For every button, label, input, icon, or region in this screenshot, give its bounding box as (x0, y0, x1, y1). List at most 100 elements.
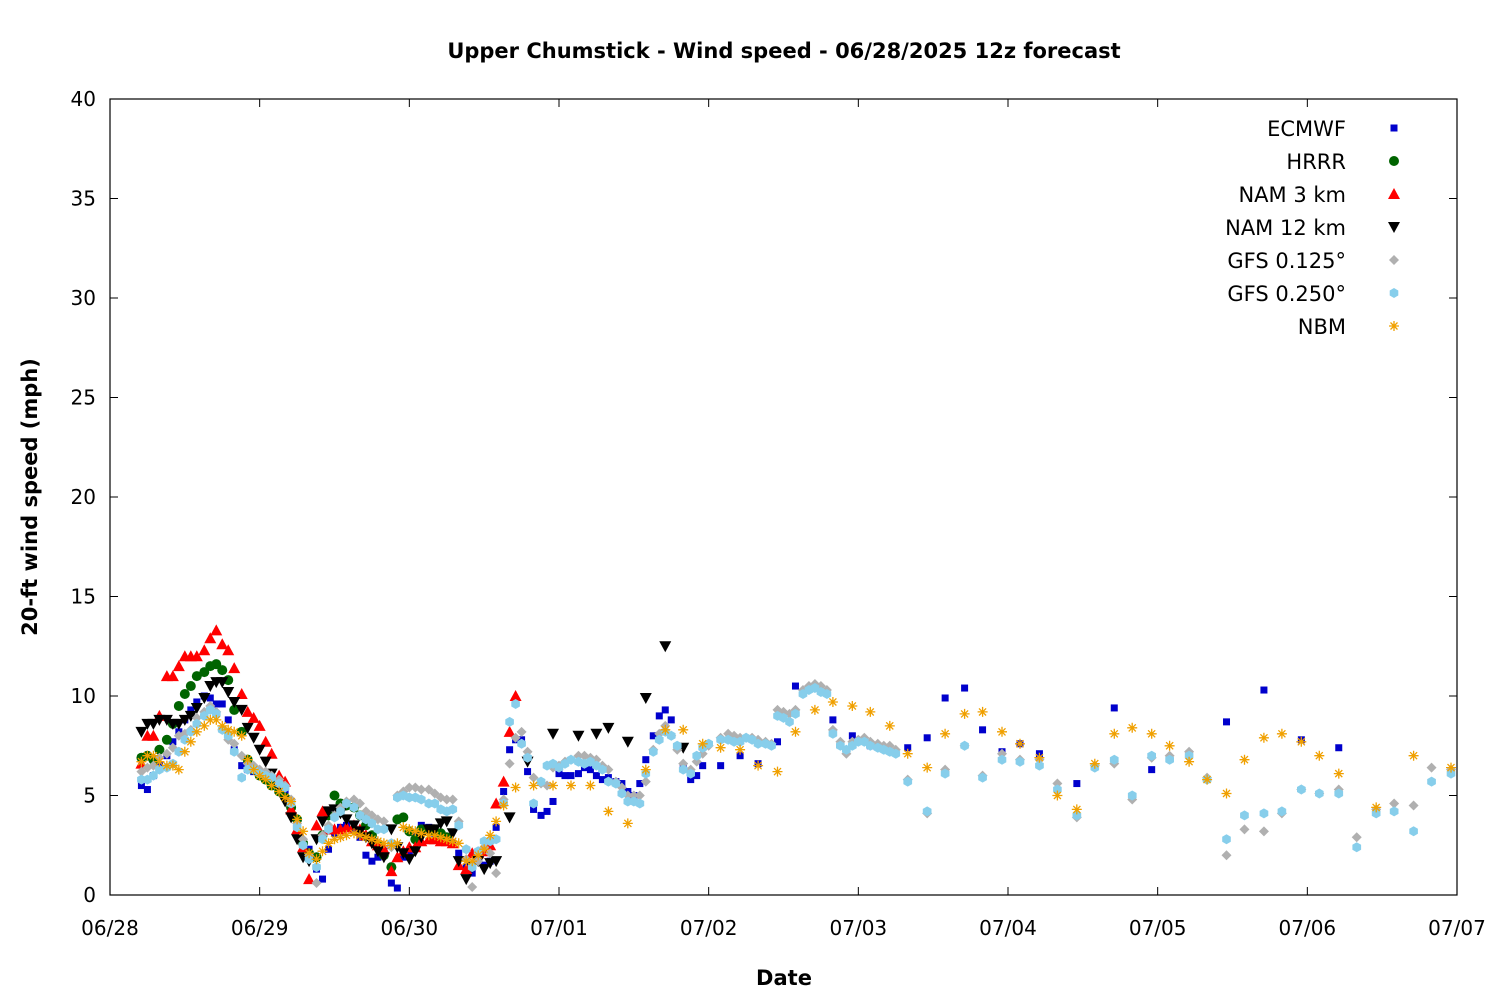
y-tick-label: 20 (71, 485, 96, 509)
data-point (485, 848, 496, 859)
data-point (997, 754, 1007, 765)
data-point (1184, 750, 1194, 761)
data-point (1109, 754, 1119, 765)
data-point (228, 696, 241, 708)
data-point (340, 814, 353, 826)
x-axis-label: Date (756, 966, 812, 990)
data-point (417, 794, 426, 805)
data-point (634, 790, 645, 801)
data-point (659, 641, 672, 653)
x-tick-label: 07/03 (830, 916, 888, 940)
data-point (260, 774, 271, 785)
data-point (635, 798, 645, 809)
data-point (904, 744, 912, 752)
series-nbm (136, 697, 1456, 867)
data-point (392, 838, 403, 849)
data-point (961, 684, 969, 692)
data-point (1071, 804, 1082, 815)
data-point (318, 834, 327, 845)
data-point (317, 846, 328, 857)
data-point (238, 762, 246, 770)
data-point (1221, 850, 1232, 861)
data-point (211, 714, 222, 725)
data-point (753, 760, 764, 771)
data-point (524, 768, 532, 776)
data-point (441, 834, 452, 845)
data-point (636, 780, 644, 788)
data-point (774, 738, 782, 746)
data-point (1127, 790, 1137, 801)
data-point (160, 714, 173, 726)
data-point (767, 740, 776, 751)
data-point (503, 725, 516, 737)
data-point (753, 738, 763, 749)
data-point (666, 730, 676, 741)
data-point (566, 754, 576, 765)
data-point (216, 677, 229, 689)
data-point (1127, 722, 1138, 733)
data-point (387, 879, 395, 887)
data-point (349, 802, 359, 813)
data-point (1035, 760, 1044, 771)
data-point (485, 830, 496, 841)
data-point (347, 820, 360, 832)
data-point (198, 692, 211, 704)
data-point (491, 868, 502, 879)
data-point (224, 716, 232, 724)
data-point (378, 816, 389, 827)
data-point (1371, 808, 1381, 819)
data-point (809, 704, 820, 715)
data-point (161, 748, 172, 759)
data-point (1333, 768, 1344, 779)
data-point (1296, 736, 1307, 747)
data-point (639, 692, 652, 704)
data-point (678, 724, 689, 735)
data-point (312, 862, 321, 873)
data-point (785, 716, 794, 727)
data-point (1335, 744, 1343, 752)
data-point (491, 834, 501, 845)
data-point (523, 752, 532, 763)
y-axis-label: 20-ft wind speed (mph) (18, 358, 42, 636)
data-point (590, 728, 603, 740)
data-point (1426, 762, 1437, 773)
data-point (404, 782, 415, 793)
data-point (172, 718, 185, 730)
data-point (204, 681, 217, 693)
data-point (1351, 832, 1362, 843)
data-point (1184, 756, 1195, 767)
data-point (827, 697, 838, 707)
data-point (736, 752, 744, 760)
data-point (1089, 758, 1100, 769)
data-point (461, 856, 472, 867)
data-point (329, 834, 340, 845)
data-point (1352, 842, 1362, 853)
data-point (362, 851, 370, 859)
data-point (622, 818, 633, 829)
data-point (467, 856, 478, 867)
data-point (667, 716, 675, 724)
data-point (254, 770, 265, 781)
data-point (574, 770, 582, 778)
data-point (528, 772, 539, 783)
data-point (385, 865, 398, 877)
data-point (222, 687, 235, 699)
data-point (903, 776, 913, 787)
data-point (179, 689, 190, 700)
data-point (379, 824, 389, 835)
data-point (1427, 776, 1436, 787)
data-point (166, 670, 179, 682)
axis-ticks: 0 5 10 15 20 25 30 35 40 06/28 06/29 06/30 07/01 07/0… (71, 87, 1486, 940)
data-point (537, 811, 545, 819)
data-point (247, 732, 260, 744)
data-point (865, 706, 876, 717)
data-point (336, 806, 345, 817)
data-point (173, 764, 184, 775)
legend-marker (1389, 321, 1399, 331)
data-point (319, 875, 327, 883)
data-point (491, 816, 502, 827)
data-point (549, 797, 557, 805)
data-point (1334, 788, 1344, 799)
data-point (178, 714, 191, 726)
data-point (492, 823, 500, 831)
